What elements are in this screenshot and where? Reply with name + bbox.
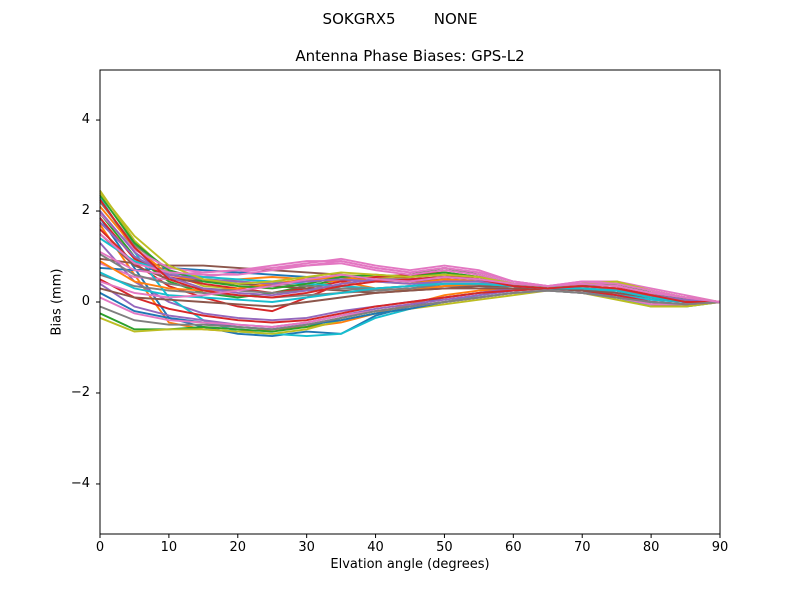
suptitle: SOKGRX5 NONE (322, 10, 478, 28)
y-tick-label: 4 (81, 112, 90, 128)
x-tick-label: 50 (436, 540, 453, 555)
x-tick-label: 10 (160, 540, 178, 555)
x-tick-label: 0 (95, 540, 105, 555)
x-tick-label: 80 (642, 540, 660, 555)
bias-line (99, 199, 720, 303)
bias-line (99, 196, 721, 338)
x-tick-label: 90 (711, 540, 729, 555)
bias-line (99, 287, 720, 308)
bias-line (99, 278, 721, 324)
chart-title: Antenna Phase Biases: GPS-L2 (295, 47, 525, 65)
bias-line (99, 289, 721, 331)
bias-line (99, 233, 721, 303)
x-axis-label: Elvation angle (degrees) (330, 557, 490, 572)
bias-line (99, 192, 721, 303)
bias-line (99, 271, 720, 303)
y-tick-label: 0 (81, 294, 90, 309)
x-tick-label: 60 (505, 540, 522, 555)
y-tick-label: −4 (70, 475, 90, 491)
x-tick-label: 30 (298, 540, 315, 555)
x-tick-label: 70 (573, 540, 591, 555)
bias-line (99, 273, 721, 303)
x-tick-label: 40 (367, 540, 384, 555)
x-tick-label: 20 (229, 540, 247, 555)
y-tick-label: 2 (81, 203, 90, 219)
y-tick-label: −2 (70, 384, 90, 400)
